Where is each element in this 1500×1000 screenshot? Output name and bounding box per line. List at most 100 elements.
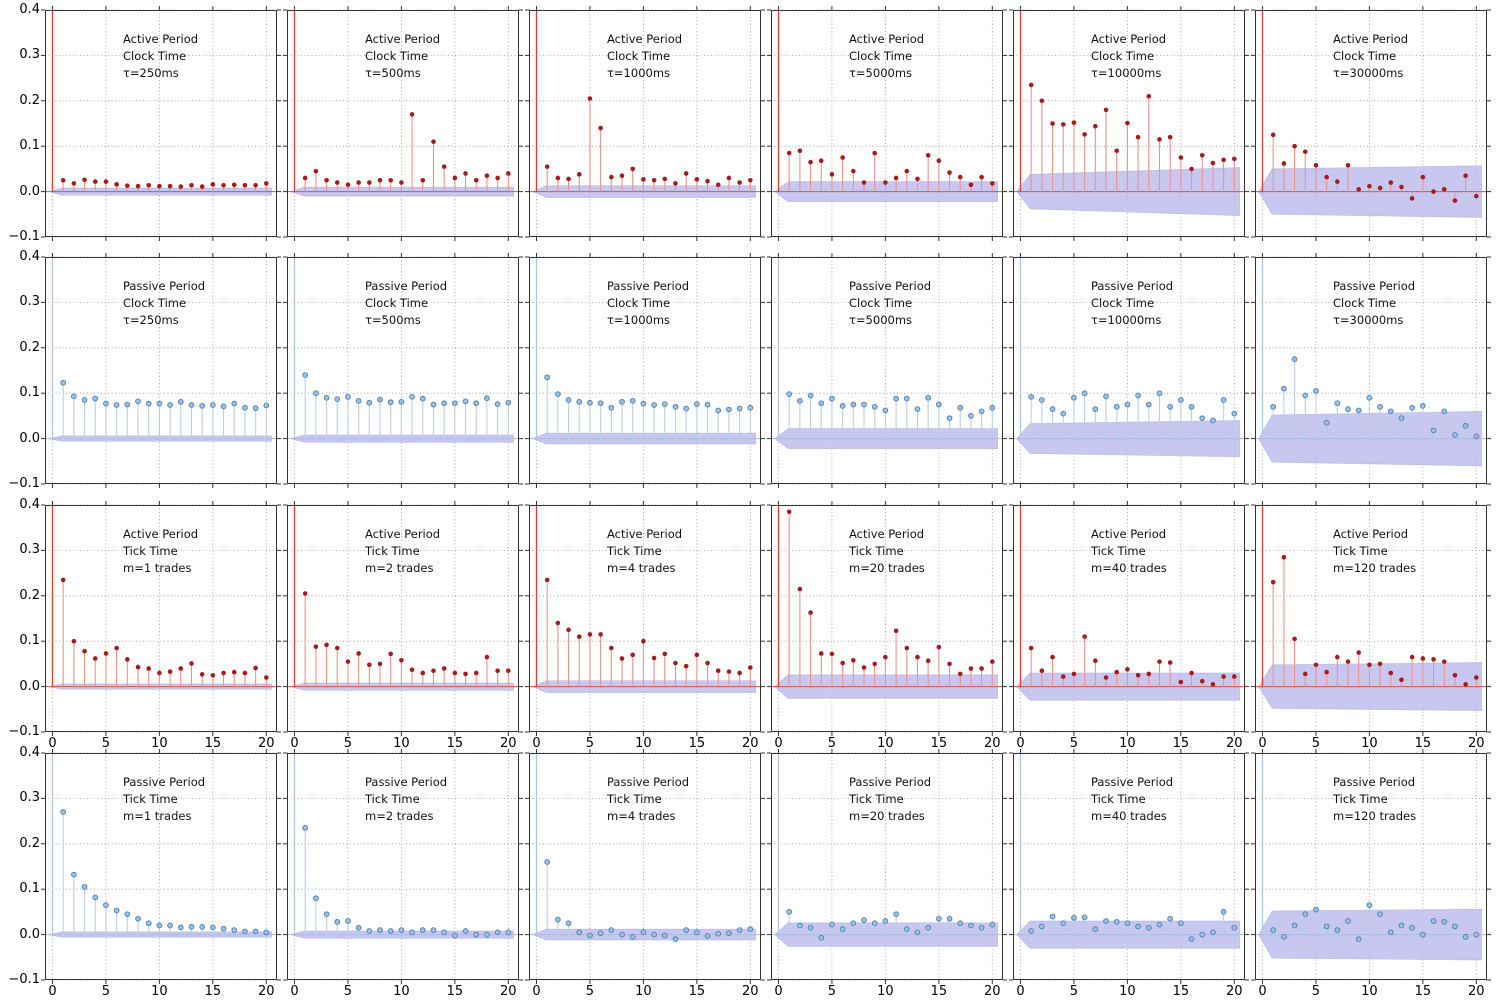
subplot-title-line: Active Period bbox=[365, 32, 440, 46]
x-tick-label: 10 bbox=[1361, 736, 1378, 751]
y-tick-label: 0.0 bbox=[19, 430, 40, 446]
x-tick-label: 0 bbox=[1016, 984, 1025, 999]
x-tick-label: 20 bbox=[258, 736, 275, 751]
subplot-passive-period-tick-time-m-1-trades: Passive Period Tick Time m=1 trades bbox=[41, 749, 281, 984]
subplot-title-line: m=20 trades bbox=[849, 561, 925, 575]
x-tick-label: 10 bbox=[635, 984, 652, 999]
subplot-title-line: Passive Period bbox=[1091, 775, 1173, 789]
subplot-title-line: Active Period bbox=[1091, 32, 1166, 46]
y-tick-label: 0.3 bbox=[19, 47, 40, 63]
y-tick-label: 0.0 bbox=[19, 926, 40, 942]
x-tick-label: 20 bbox=[984, 984, 1001, 999]
subplot-title-line: m=1 trades bbox=[123, 561, 191, 575]
subplot-title-line: Tick Time bbox=[1332, 544, 1388, 558]
x-tick-label: 0 bbox=[48, 736, 57, 751]
y-tick-label: 0.1 bbox=[19, 385, 40, 401]
subplot-active-period-tick-time-m-20-trades: Active Period Tick Time m=20 trades bbox=[767, 501, 1007, 736]
x-tick-label: 20 bbox=[984, 736, 1001, 751]
x-tick-label: 0 bbox=[1258, 736, 1267, 751]
x-tick-label: 15 bbox=[1172, 736, 1190, 751]
x-tick-label: 0 bbox=[774, 984, 783, 999]
x-tick-label: 5 bbox=[585, 984, 595, 999]
subplot-passive-period-tick-time-m-40-trades: Passive Period Tick Time m=40 trades bbox=[1009, 749, 1249, 984]
y-tick-label: 0.1 bbox=[19, 138, 40, 154]
subplot-passive-period-clock-time-10000ms: Passive Period Clock Time τ=10000ms bbox=[1009, 253, 1249, 488]
x-tick-label: 10 bbox=[393, 736, 410, 751]
y-tick-label: 0.0 bbox=[19, 183, 40, 199]
y-tick-label: 0.3 bbox=[19, 542, 40, 558]
subplot-active-period-clock-time-10000ms: Active Period Clock Time τ=10000ms bbox=[1009, 6, 1249, 241]
subplot-title-line: Active Period bbox=[849, 32, 924, 46]
y-tick-label: 0.0 bbox=[19, 678, 40, 694]
subplot-title-line: Passive Period bbox=[1091, 279, 1173, 293]
subplot-active-period-tick-time-m-120-trades: Active Period Tick Time m=120 trades bbox=[1251, 501, 1491, 736]
subplot-title-line: Active Period bbox=[607, 527, 682, 541]
subplot-title-line: Passive Period bbox=[607, 279, 689, 293]
subplot-title-line: τ=10000ms bbox=[1091, 313, 1161, 327]
x-tick-label: 15 bbox=[930, 984, 948, 999]
subplot-active-period-tick-time-m-1-trades: Active Period Tick Time m=1 trades bbox=[41, 501, 281, 736]
y-tick-label: 0.1 bbox=[19, 633, 40, 649]
x-tick-label: 20 bbox=[742, 984, 759, 999]
x-tick-label: 0 bbox=[532, 736, 541, 751]
subplot-title-line: m=40 trades bbox=[1091, 809, 1167, 823]
subplot-active-period-clock-time-1000ms: Active Period Clock Time τ=1000ms bbox=[525, 6, 765, 241]
x-tick-label: 20 bbox=[500, 984, 517, 999]
x-tick-label: 15 bbox=[1414, 984, 1432, 999]
x-tick-label: 20 bbox=[1226, 984, 1243, 999]
subplot-title-line: m=2 trades bbox=[365, 809, 433, 823]
subplot-title-line: m=4 trades bbox=[607, 561, 675, 575]
subplot-title-line: Active Period bbox=[123, 32, 198, 46]
x-tick-label: 0 bbox=[290, 736, 299, 751]
x-tick-label: 5 bbox=[101, 736, 111, 751]
subplot-passive-period-tick-time-m-2-trades: Passive Period Tick Time m=2 trades bbox=[283, 749, 523, 984]
x-tick-label: 5 bbox=[827, 984, 837, 999]
subplot-title-line: Tick Time bbox=[122, 544, 178, 558]
subplot-passive-period-tick-time-m-4-trades: Passive Period Tick Time m=4 trades bbox=[525, 749, 765, 984]
x-tick-label: 0 bbox=[1016, 736, 1025, 751]
x-tick-label: 15 bbox=[446, 736, 464, 751]
x-tick-label: 10 bbox=[877, 736, 894, 751]
x-tick-label: 10 bbox=[151, 736, 168, 751]
y-tick-label: 0.2 bbox=[19, 92, 40, 108]
subplot-active-period-clock-time-30000ms: Active Period Clock Time τ=30000ms bbox=[1251, 6, 1491, 241]
x-tick-label: 10 bbox=[393, 984, 410, 999]
subplot-active-period-tick-time-m-4-trades: Active Period Tick Time m=4 trades bbox=[525, 501, 765, 736]
y-tick-label: 0.4 bbox=[19, 249, 40, 264]
y-tick-label: 0.1 bbox=[19, 881, 40, 897]
y-tick-label: 0.4 bbox=[19, 497, 40, 512]
subplot-title-line: Tick Time bbox=[1332, 792, 1388, 806]
subplot-title-line: Clock Time bbox=[123, 49, 186, 63]
x-tick-label: 15 bbox=[446, 984, 464, 999]
subplot-title-line: τ=5000ms bbox=[849, 313, 912, 327]
subplot-title-line: τ=500ms bbox=[365, 66, 421, 80]
subplot-title-line: τ=5000ms bbox=[849, 66, 912, 80]
y-tick-label: 0.2 bbox=[19, 339, 40, 355]
x-tick-label: 0 bbox=[1258, 984, 1267, 999]
subplot-title-line: Tick Time bbox=[122, 792, 178, 806]
subplot-title-line: Clock Time bbox=[1091, 49, 1154, 63]
x-tick-label: 10 bbox=[151, 984, 168, 999]
subplot-title-line: Active Period bbox=[1091, 527, 1166, 541]
subplot-active-period-clock-time-250ms: Active Period Clock Time τ=250ms bbox=[41, 6, 281, 241]
x-tick-label: 0 bbox=[48, 984, 57, 999]
x-tick-label: 5 bbox=[585, 736, 595, 751]
y-tick-label: −0.1 bbox=[8, 972, 40, 987]
subplot-title-line: Clock Time bbox=[607, 49, 670, 63]
x-tick-label: 15 bbox=[688, 984, 706, 999]
subplot-title-line: τ=1000ms bbox=[607, 313, 670, 327]
subplot-title-line: Active Period bbox=[1333, 527, 1408, 541]
subplot-passive-period-clock-time-500ms: Passive Period Clock Time τ=500ms bbox=[283, 253, 523, 488]
subplot-title-line: m=120 trades bbox=[1333, 561, 1416, 575]
subplot-title-line: m=120 trades bbox=[1333, 809, 1416, 823]
subplot-title-line: τ=500ms bbox=[365, 313, 421, 327]
subplot-title-line: τ=30000ms bbox=[1333, 66, 1403, 80]
x-tick-label: 10 bbox=[1119, 984, 1136, 999]
y-tick-label: 0.3 bbox=[19, 294, 40, 310]
subplot-title-line: Tick Time bbox=[1090, 792, 1146, 806]
x-tick-label: 20 bbox=[258, 984, 275, 999]
subplot-title-line: Clock Time bbox=[849, 49, 912, 63]
subplot-active-period-clock-time-5000ms: Active Period Clock Time τ=5000ms bbox=[767, 6, 1007, 241]
subplot-active-period-tick-time-m-2-trades: Active Period Tick Time m=2 trades bbox=[283, 501, 523, 736]
